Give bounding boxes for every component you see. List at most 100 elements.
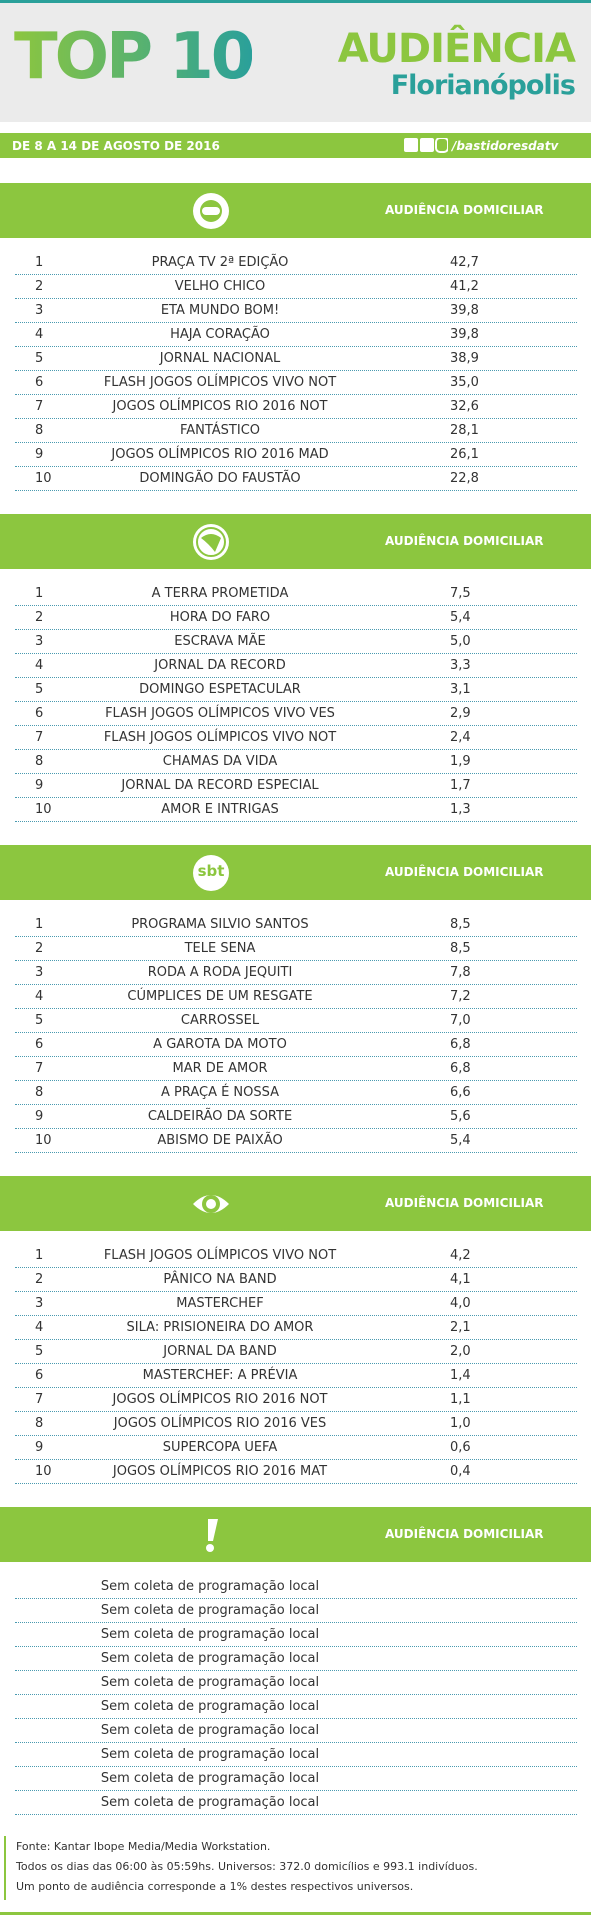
rank: 2 — [35, 1272, 44, 1287]
program: JORNAL NACIONAL — [159, 351, 281, 366]
rating: 4,2 — [450, 1248, 471, 1263]
footer-note: Todos os dias das 06:00 às 05:59hs. Univ… — [16, 1860, 478, 1873]
rating: 8,5 — [450, 941, 471, 956]
program: PROGRAMA SILVIO SANTOS — [131, 917, 309, 932]
rank: 8 — [35, 1085, 44, 1100]
program: Sem coleta de programação local — [100, 1579, 320, 1594]
program: CHAMAS DA VIDA — [162, 754, 278, 769]
rating: 7,2 — [450, 989, 471, 1004]
program: PÂNICO NA BAND — [163, 1272, 277, 1287]
program: ESCRAVA MÃE — [174, 634, 266, 649]
table-row: 10 DOMINGÃO DO FAUSTÃO 22,8 — [15, 466, 577, 491]
table-row: Sem coleta de programação local — [15, 1742, 577, 1767]
rating: 4,0 — [450, 1296, 471, 1311]
rank: 8 — [35, 754, 44, 769]
program: JOGOS OLÍMPICOS RIO 2016 NOT — [112, 1392, 328, 1407]
section-header: AUDIÊNCIA DOMICILIAR — [0, 1176, 591, 1231]
table-row: 6 A GAROTA DA MOTO 6,8 — [15, 1032, 577, 1057]
program: SILA: PRISIONEIRA DO AMOR — [126, 1320, 314, 1335]
rating: 1,9 — [450, 754, 471, 769]
table-row: 9 JORNAL DA RECORD ESPECIAL 1,7 — [15, 773, 577, 798]
rating: 2,9 — [450, 706, 471, 721]
program: Sem coleta de programação local — [100, 1651, 320, 1666]
program: Sem coleta de programação local — [100, 1699, 320, 1714]
rating: 1,0 — [450, 1416, 471, 1431]
column-label: AUDIÊNCIA DOMICILIAR — [385, 1196, 544, 1210]
table-row: 10 JOGOS OLÍMPICOS RIO 2016 MAT 0,4 — [15, 1459, 577, 1484]
table-row: 3 ESCRAVA MÃE 5,0 — [15, 629, 577, 654]
column-label: AUDIÊNCIA DOMICILIAR — [385, 534, 544, 548]
program: CALDEIRÃO DA SORTE — [147, 1109, 293, 1124]
table-row: 4 JORNAL DA RECORD 3,3 — [15, 653, 577, 678]
table-row: 6 FLASH JOGOS OLÍMPICOS VIVO NOT 35,0 — [15, 370, 577, 395]
rating: 5,6 — [450, 1109, 471, 1124]
table-row: 2 HORA DO FARO 5,4 — [15, 605, 577, 630]
rank: 4 — [35, 989, 44, 1004]
rating: 1,1 — [450, 1392, 471, 1407]
channel-logo — [193, 193, 229, 229]
table-row: 8 A PRAÇA É NOSSA 6,6 — [15, 1080, 577, 1105]
table-row: Sem coleta de programação local — [15, 1670, 577, 1695]
program: MASTERCHEF — [176, 1296, 264, 1311]
table-row: Sem coleta de programação local — [15, 1598, 577, 1623]
rank: 4 — [35, 1320, 44, 1335]
rating: 5,0 — [450, 634, 471, 649]
program: JORNAL DA RECORD — [154, 658, 286, 673]
title: TOP 10 — [14, 20, 255, 94]
rank: 5 — [35, 682, 44, 697]
program: JOGOS OLÍMPICOS RIO 2016 MAD — [111, 447, 329, 462]
rank: 2 — [35, 279, 44, 294]
program: VELHO CHICO — [174, 279, 266, 294]
program: Sem coleta de programação local — [100, 1603, 320, 1618]
rating: 32,6 — [450, 399, 479, 414]
table-row: 8 FANTÁSTICO 28,1 — [15, 418, 577, 443]
table-row: 8 JOGOS OLÍMPICOS RIO 2016 VES 1,0 — [15, 1411, 577, 1436]
table-row: 10 ABISMO DE PAIXÃO 5,4 — [15, 1128, 577, 1153]
program: PRAÇA TV 2ª EDIÇÃO — [151, 255, 289, 270]
rating: 1,7 — [450, 778, 471, 793]
table-row: Sem coleta de programação local — [15, 1574, 577, 1599]
column-label: AUDIÊNCIA DOMICILIAR — [385, 203, 544, 217]
table-row: Sem coleta de programação local — [15, 1694, 577, 1719]
rating: 22,8 — [450, 471, 479, 486]
program: SUPERCOPA UEFA — [162, 1440, 278, 1455]
table-row: 5 JORNAL NACIONAL 38,9 — [15, 346, 577, 371]
rating: 1,3 — [450, 802, 471, 817]
rank: 5 — [35, 1013, 44, 1028]
table-row: 3 ETA MUNDO BOM! 39,8 — [15, 298, 577, 323]
table-row: 5 JORNAL DA BAND 2,0 — [15, 1339, 577, 1364]
rank: 6 — [35, 1368, 44, 1383]
program: FLASH JOGOS OLÍMPICOS VIVO NOT — [103, 1248, 337, 1263]
rating: 39,8 — [450, 327, 479, 342]
program: JOGOS OLÍMPICOS RIO 2016 NOT — [112, 399, 328, 414]
rating: 7,5 — [450, 586, 471, 601]
rating: 8,5 — [450, 917, 471, 932]
rank: 7 — [35, 1061, 44, 1076]
rank: 1 — [35, 586, 44, 601]
footer-note: Um ponto de audiência corresponde a 1% d… — [16, 1880, 414, 1893]
table-row: 6 FLASH JOGOS OLÍMPICOS VIVO VES 2,9 — [15, 701, 577, 726]
section-header: sbt AUDIÊNCIA DOMICILIAR — [0, 845, 591, 900]
rating: 6,8 — [450, 1061, 471, 1076]
program: DOMINGÃO DO FAUSTÃO — [139, 471, 301, 486]
program: FANTÁSTICO — [179, 423, 261, 438]
bottom-rule — [0, 1912, 591, 1915]
table-row: 2 TELE SENA 8,5 — [15, 936, 577, 961]
rank: 10 — [35, 802, 52, 817]
rank: 1 — [35, 1248, 44, 1263]
rank: 3 — [35, 965, 44, 980]
rank: 9 — [35, 1440, 44, 1455]
program: MASTERCHEF: A PRÉVIA — [142, 1368, 298, 1383]
program: Sem coleta de programação local — [100, 1771, 320, 1786]
footer-note: Fonte: Kantar Ibope Media/Media Workstat… — [16, 1840, 271, 1853]
rank: 3 — [35, 1296, 44, 1311]
table-row: Sem coleta de programação local — [15, 1718, 577, 1743]
brand: AUDIÊNCIA — [337, 26, 576, 72]
rating: 1,4 — [450, 1368, 471, 1383]
program: TELE SENA — [184, 941, 256, 956]
rank: 4 — [35, 327, 44, 342]
city: Florianópolis — [390, 70, 576, 101]
program: Sem coleta de programação local — [100, 1795, 320, 1810]
rating: 42,7 — [450, 255, 479, 270]
